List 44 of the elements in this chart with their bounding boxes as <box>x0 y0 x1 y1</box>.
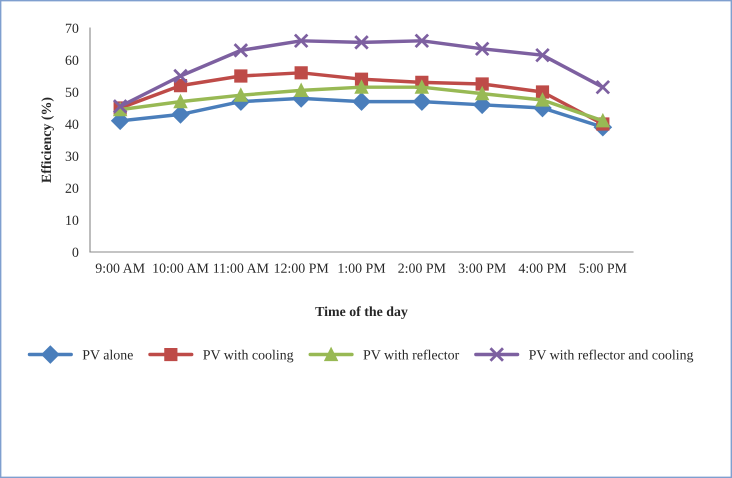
x-tick-label: 3:00 PM <box>458 264 506 273</box>
point <box>474 41 490 56</box>
y-tick-label: 40 <box>65 120 78 129</box>
y-tick-label: 60 <box>66 56 78 65</box>
point <box>234 69 248 83</box>
legend-label: PV with reflector and cooling <box>529 350 694 362</box>
point <box>536 93 550 107</box>
y-tick-label: 70 <box>66 24 78 33</box>
point <box>414 33 430 48</box>
point <box>172 68 188 84</box>
point <box>354 34 370 50</box>
y-tick-label: 50 <box>66 88 78 97</box>
x-tick-label: 2:00 PM <box>398 264 446 273</box>
y-tick-label: 20 <box>66 184 78 193</box>
x-tick-label: 11:00 AM <box>214 264 269 273</box>
y-tick-label: 0 <box>72 248 78 257</box>
point <box>294 84 308 97</box>
legend-label: PV with reflector <box>363 350 460 360</box>
y-axis-title: Efficiency (%) <box>41 98 54 183</box>
point <box>174 95 188 108</box>
point <box>354 80 368 94</box>
y-tick-label: 30 <box>66 152 78 161</box>
point <box>476 77 489 91</box>
point <box>352 92 370 110</box>
point <box>234 88 248 102</box>
x-tick-label: 12:00 PM <box>274 264 328 273</box>
x-tick-label: 5:00 PM <box>580 264 627 273</box>
x-axis-title: Time of the day <box>315 306 408 320</box>
point <box>294 33 309 48</box>
legend-label: PV alone <box>82 350 133 360</box>
y-tick-label: 10 <box>66 216 78 225</box>
x-tick-label: 1:00 PM <box>338 264 386 273</box>
point <box>534 48 550 63</box>
point <box>595 80 610 95</box>
legend-label: PV with cooling <box>203 350 294 362</box>
point <box>412 92 431 110</box>
point <box>476 87 489 100</box>
x-tick-label: 10:00 AM <box>153 264 208 273</box>
x-tick-label: 4:00 PM <box>518 264 566 273</box>
point <box>294 66 308 80</box>
point <box>233 42 248 58</box>
point <box>596 114 610 128</box>
x-tick-label: 9:00 AM <box>96 264 145 273</box>
point <box>415 80 428 94</box>
